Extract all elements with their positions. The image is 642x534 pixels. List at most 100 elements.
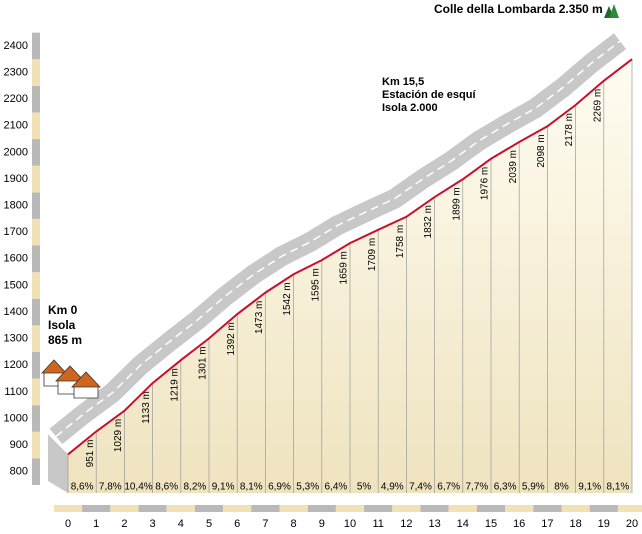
y-tick-label: 2400 <box>4 40 28 52</box>
x-axis-stripe <box>589 505 618 512</box>
y-tick-label: 2100 <box>4 120 28 132</box>
elevation-label: 1659 m <box>339 251 350 284</box>
x-axis-stripe <box>533 505 562 512</box>
gradient-label: 9,1% <box>578 482 601 493</box>
x-tick-label: 9 <box>319 518 325 530</box>
y-axis-stripe <box>32 272 40 299</box>
y-axis-stripe <box>32 165 40 193</box>
elevation-label: 1392 m <box>226 322 237 355</box>
x-tick-label: 16 <box>513 518 525 530</box>
gradient-label: 5% <box>357 482 372 493</box>
elevation-label: 1542 m <box>282 282 293 315</box>
x-tick-label: 7 <box>262 518 268 530</box>
y-tick-label: 1800 <box>4 200 28 212</box>
gradient-label: 5,9% <box>522 482 545 493</box>
elevation-label: 1832 m <box>423 205 434 238</box>
start-label: Km 0 <box>48 303 78 317</box>
x-tick-label: 4 <box>178 518 184 530</box>
y-tick-label: 1100 <box>4 386 28 398</box>
elevation-label: 2178 m <box>564 113 575 146</box>
x-axis-stripe <box>194 505 224 512</box>
x-tick-label: 10 <box>344 518 356 530</box>
gradient-label: 7,7% <box>466 482 489 493</box>
x-tick-label: 3 <box>150 518 156 530</box>
y-tick-label: 2200 <box>4 93 28 105</box>
elevation-label: 1595 m <box>310 268 321 301</box>
elevation-label: 1219 m <box>169 368 180 401</box>
y-tick-label: 1900 <box>4 173 28 185</box>
x-tick-label: 13 <box>428 518 440 530</box>
y-axis-stripe <box>32 59 40 86</box>
x-axis-stripe <box>166 505 195 512</box>
x-axis-stripe <box>392 505 421 512</box>
x-axis-stripe <box>476 505 506 512</box>
road-centerline <box>55 40 621 437</box>
x-axis-stripe <box>364 505 393 512</box>
y-axis-stripe <box>32 351 40 379</box>
gradient-label: 8,2% <box>184 482 207 493</box>
elevation-label: 1976 m <box>480 167 491 200</box>
summit-label: Colle della Lombarda 2.350 m <box>434 2 603 16</box>
x-axis-stripe <box>561 505 590 512</box>
gradient-label: 6,7% <box>437 482 460 493</box>
gradient-label: 8,1% <box>240 482 263 493</box>
y-tick-label: 1300 <box>4 333 28 345</box>
x-axis-stripe <box>110 505 139 512</box>
x-tick-label: 12 <box>400 518 412 530</box>
y-tick-label: 900 <box>10 439 28 451</box>
x-tick-label: 1 <box>93 518 99 530</box>
y-tick-label: 1000 <box>4 412 28 424</box>
elevation-label: 2039 m <box>508 150 519 183</box>
y-axis-stripe <box>32 298 40 326</box>
y-axis-stripe <box>32 458 40 486</box>
y-tick-label: 2300 <box>4 66 28 78</box>
gradient-label: 6,4% <box>325 482 348 493</box>
elevation-label: 1133 m <box>141 391 152 424</box>
y-axis-stripe <box>32 139 40 166</box>
x-tick-label: 17 <box>541 518 553 530</box>
gradient-label: 6,3% <box>494 482 517 493</box>
elevation-label: 1301 m <box>198 346 209 379</box>
station-label: Isola 2.000 <box>382 102 438 114</box>
y-axis-stripe <box>32 218 40 246</box>
gradient-label: 8,6% <box>155 482 178 493</box>
x-tick-label: 5 <box>206 518 212 530</box>
x-tick-label: 6 <box>234 518 240 530</box>
elevation-label: 1899 m <box>451 187 462 220</box>
x-tick-label: 15 <box>485 518 497 530</box>
y-tick-label: 1600 <box>4 253 28 265</box>
y-axis-stripe <box>32 32 40 60</box>
x-tick-label: 14 <box>457 518 469 530</box>
road-side <box>48 434 68 493</box>
x-axis-stripe <box>617 505 642 512</box>
start-label: Isola <box>48 318 76 332</box>
x-axis-stripe <box>279 505 308 512</box>
y-axis-stripe <box>32 192 40 219</box>
x-axis-stripe <box>82 505 111 512</box>
gradient-label: 8% <box>554 482 569 493</box>
gradient-label: 9,1% <box>212 482 235 493</box>
elevation-label: 1473 m <box>254 301 265 334</box>
x-tick-label: 2 <box>121 518 127 530</box>
x-axis-stripe <box>138 505 167 512</box>
x-axis-stripe <box>223 505 252 512</box>
elevation-label: 2098 m <box>536 134 547 167</box>
x-tick-label: 11 <box>372 518 383 530</box>
y-axis-stripe <box>32 431 40 459</box>
elevation-label: 1758 m <box>395 225 406 258</box>
gradient-label: 8,6% <box>71 482 94 493</box>
x-axis-stripe <box>307 505 336 512</box>
elevation-label: 2269 m <box>592 89 603 122</box>
y-axis-stripe <box>32 112 40 140</box>
x-axis-stripe <box>251 505 280 512</box>
y-axis-stripe <box>32 378 40 406</box>
x-axis-stripe <box>448 505 477 512</box>
y-tick-label: 1500 <box>4 279 28 291</box>
y-tick-label: 800 <box>10 466 28 478</box>
station-label: Estación de esquí <box>382 89 476 101</box>
x-tick-label: 20 <box>626 518 638 530</box>
x-tick-label: 19 <box>598 518 610 530</box>
y-axis-stripe <box>32 325 40 352</box>
tree-icon <box>604 4 619 18</box>
